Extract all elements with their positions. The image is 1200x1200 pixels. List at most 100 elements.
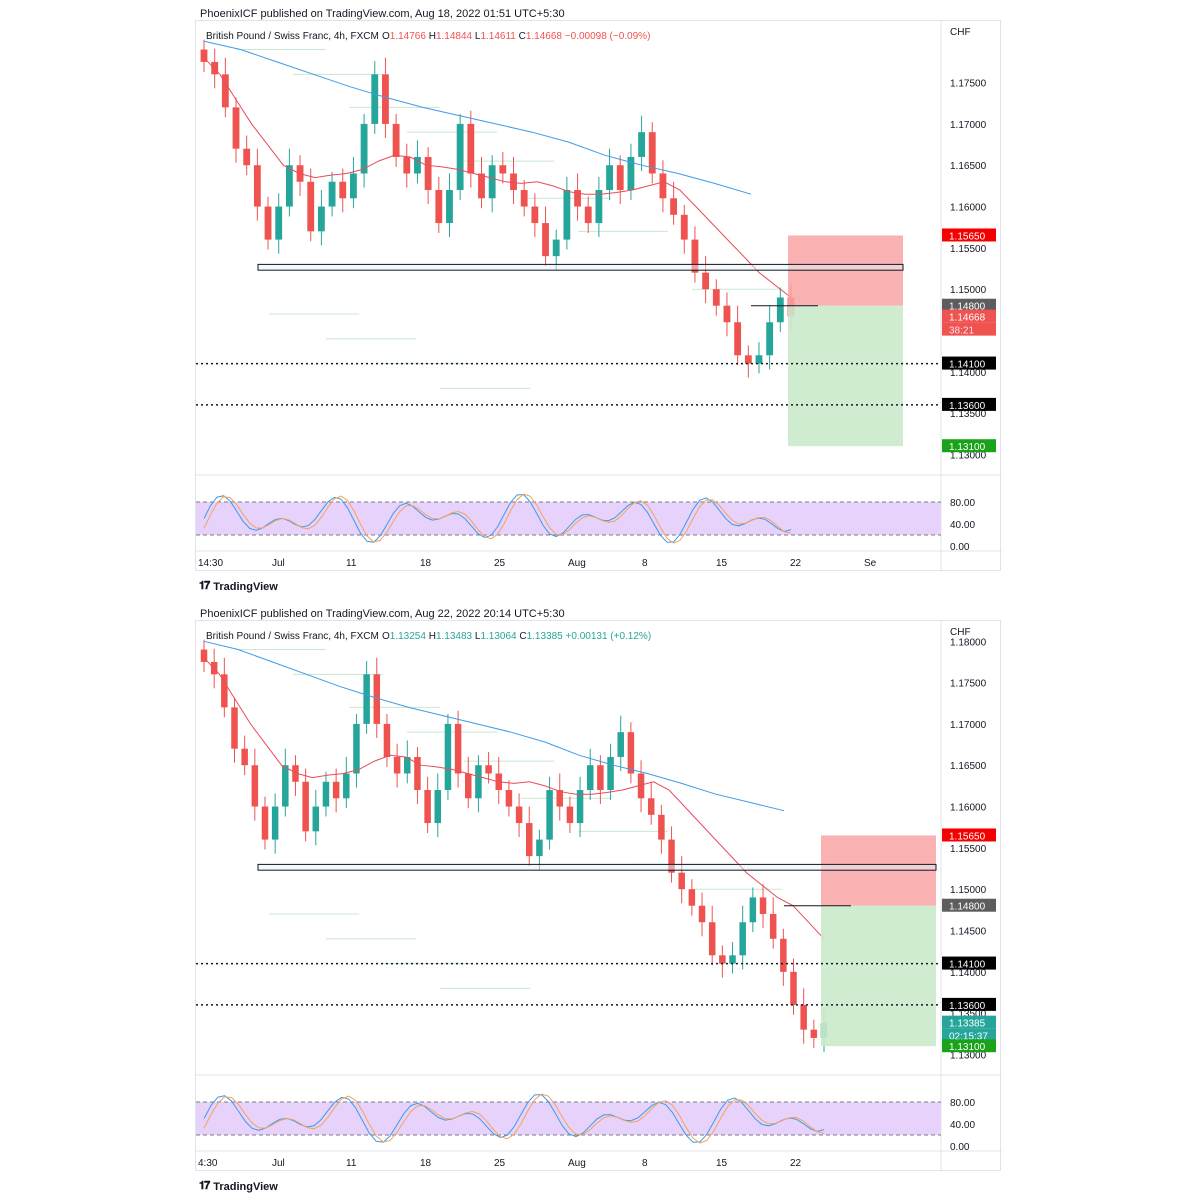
time-tick-label: 8: [642, 1158, 648, 1169]
price-tick-label: 1.14000: [950, 968, 987, 979]
candle-body: [424, 790, 431, 824]
candle-body: [350, 173, 357, 199]
candle-body: [776, 297, 784, 323]
candle-body: [499, 165, 507, 174]
candle-body: [637, 773, 645, 799]
price-tag-label: 1.14668: [949, 313, 986, 324]
candle-body: [659, 173, 667, 199]
tradingview-brand-text: TradingView: [213, 580, 278, 593]
price-tag-label: 02:15:37: [949, 1032, 988, 1043]
price-tick-label: 1.18000: [950, 637, 987, 648]
candle-body: [393, 756, 401, 774]
price-tick-label: 1.15000: [950, 285, 987, 296]
price-tick-label: 1.13500: [950, 1009, 987, 1020]
candle-body: [231, 707, 238, 749]
price-tag-badge: [942, 298, 996, 312]
candle-body: [744, 355, 752, 364]
candle-body: [810, 1029, 818, 1038]
candle-body: [708, 922, 716, 956]
candle-body: [271, 806, 279, 840]
stoch-k-line: [203, 1094, 825, 1143]
candle-body: [251, 765, 259, 807]
candle-body: [322, 781, 330, 807]
candle-body: [488, 165, 496, 199]
price-chart-svg[interactable]: British Pound / Swiss Franc, 4h, FXCM O1.…: [196, 621, 1002, 1172]
candle-body: [769, 913, 777, 939]
candle-body: [221, 674, 228, 708]
price-chart-svg[interactable]: British Pound / Swiss Franc, 4h, FXCM O1.…: [196, 21, 1002, 572]
candle-body: [200, 649, 208, 662]
candle-body: [755, 355, 763, 364]
candle-body: [383, 723, 391, 757]
candle-body: [552, 239, 560, 257]
candle-body: [363, 674, 370, 724]
published-caption: PhoenixICF published on TradingView.com,…: [200, 608, 565, 620]
time-tick-label: 15: [716, 1158, 728, 1169]
candle-body: [607, 756, 614, 791]
candle-body: [759, 897, 767, 914]
candle-body: [734, 322, 742, 356]
candle-body: [424, 156, 432, 191]
candle-body: [292, 765, 299, 782]
price-tick-label: 1.17500: [950, 79, 987, 90]
price-tag-label: 38:21: [949, 326, 974, 337]
candle-body: [586, 765, 594, 791]
candle-body: [317, 206, 325, 232]
price-tag-badge: [942, 322, 996, 336]
price-tick-label: 1.16500: [950, 761, 987, 772]
candle-body: [515, 806, 523, 824]
candle-body: [688, 889, 696, 906]
published-caption: PhoenixICF published on TradingView.com,…: [200, 8, 565, 20]
price-tick-label: 1.17000: [950, 720, 987, 731]
ema-slow-line: [203, 40, 752, 195]
stoch-d-line: [203, 493, 792, 544]
candle-body: [243, 148, 251, 166]
candle-body: [382, 74, 389, 124]
candle-body: [749, 897, 757, 923]
stoch-k-line: [203, 494, 792, 543]
take-profit-zone: [788, 305, 903, 447]
stoch-tick-label: 0.00: [950, 1142, 970, 1153]
candle-body: [232, 107, 240, 149]
price-tag-label: 1.14100: [949, 360, 986, 371]
candle-body: [638, 132, 645, 157]
candle-body: [253, 165, 261, 207]
candle-body: [536, 839, 543, 857]
price-tag-label: 1.13600: [949, 1001, 986, 1012]
take-profit-zone: [821, 905, 936, 1047]
candle-body: [264, 206, 272, 240]
candle-body: [597, 765, 604, 791]
candle-body: [456, 123, 464, 191]
support-zone-rect: [257, 863, 937, 871]
price-tag-label: 1.15650: [949, 231, 986, 242]
candle-body: [510, 173, 517, 191]
candle-body: [373, 674, 381, 724]
candle-body: [454, 723, 462, 774]
time-tick-label: 18: [420, 558, 432, 569]
ema-slow-line: [203, 640, 785, 812]
price-tag-label: 1.13385: [949, 1019, 986, 1030]
candle-body: [576, 790, 584, 824]
candle-body: [691, 239, 699, 273]
candle-body: [680, 214, 688, 240]
chart-panel-2: PhoenixICF published on TradingView.com,…: [195, 600, 1003, 1193]
candle-body: [606, 165, 613, 191]
price-tag-badge: [942, 228, 996, 242]
candle-body: [332, 781, 340, 799]
candle-body: [282, 765, 289, 807]
ohlc-readout: O1.14766 H1.14844 L1.14611 C1.14668 −0.0…: [382, 31, 650, 42]
candle-body: [312, 806, 320, 832]
candle-body: [616, 165, 624, 191]
tradingview-logo[interactable]: 𝟏𝟕 TradingView: [199, 580, 278, 593]
time-tick-label: Jul: [272, 1158, 285, 1169]
candle-body: [343, 773, 350, 799]
candle-body: [729, 955, 736, 964]
candle-body: [531, 206, 539, 224]
tradingview-logo[interactable]: 𝟏𝟕 TradingView: [199, 1180, 278, 1193]
candle-body: [371, 74, 379, 124]
candle-body: [446, 190, 453, 224]
time-tick-label: 25: [494, 1158, 506, 1169]
time-tick-label: 11: [346, 558, 357, 569]
price-tag-badge: [942, 439, 996, 453]
time-tick-label: 22: [790, 1158, 802, 1169]
